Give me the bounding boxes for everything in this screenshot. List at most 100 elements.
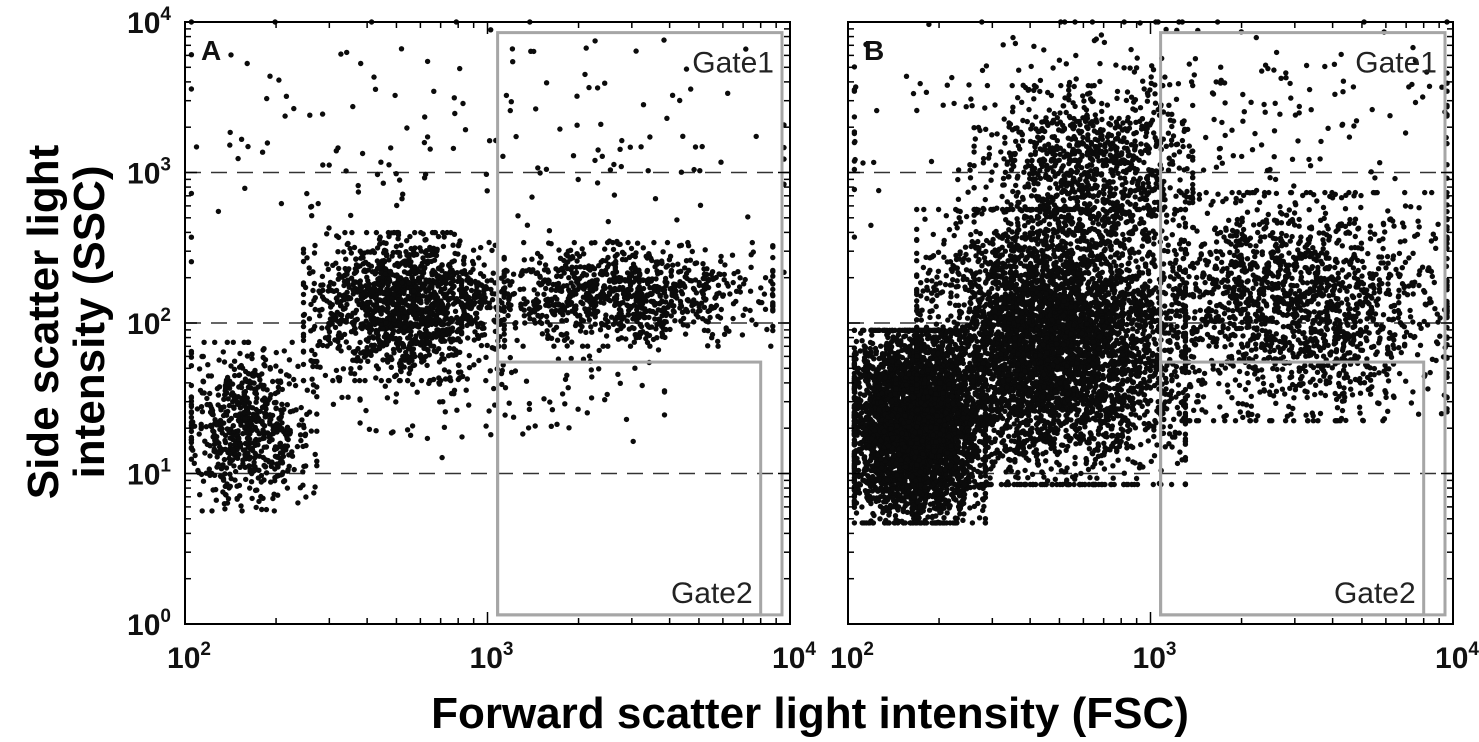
scatter-point [451,258,457,264]
scatter-point [515,213,521,219]
scatter-point [484,342,490,349]
scatter-point [548,241,554,247]
scatter-point [697,307,703,314]
scatter-point [214,385,221,392]
scatter-point [505,312,511,319]
scatter-point [718,258,724,265]
scatter-point [569,270,576,277]
scatter-point [188,456,195,462]
scatter-point [640,277,646,284]
scatter-point [464,277,470,283]
scatter-point [564,372,570,378]
scatter-point [310,287,316,294]
scatter-point [408,259,414,265]
scatter-point [591,272,597,278]
scatter-point [718,159,724,165]
scatter-point [348,212,354,219]
scatter-point [521,239,527,246]
scatter-point [188,382,195,389]
scatter-point [406,370,412,377]
scatter-point [695,314,701,320]
scatter-point [387,268,394,275]
scatter-point [490,270,496,276]
scatter-point [468,287,475,294]
scatter-point [291,466,297,473]
scatter-point [690,285,697,292]
scatter-point [370,334,376,340]
scatter-point [201,339,207,345]
scatter-point [207,453,213,459]
scatter-point [259,404,266,410]
scatter-point [228,415,234,422]
scatter-point [762,306,769,312]
scatter-point [260,385,266,391]
scatter-point [557,126,563,132]
scatter-point [273,363,279,369]
scatter-point [223,465,230,471]
scatter-point [501,322,507,329]
scatter-point [440,399,446,405]
scatter-point [770,303,776,309]
scatter-point [300,319,307,325]
scatter-point [261,477,267,483]
scatter-point [501,316,507,323]
scatter-point [364,300,370,306]
scatter-point [339,317,345,323]
scatter-point [693,260,700,266]
scatter-point [466,298,472,304]
scatter-point [219,446,225,452]
scatter-point [433,252,440,259]
scatter-point [507,107,513,114]
scatter-point [188,363,195,369]
scatter-point [439,301,446,308]
scatter-point [518,305,525,312]
scatter-point [697,168,703,174]
scatter-point [337,311,343,318]
scatter-point [761,291,768,297]
scatter-point [284,485,291,491]
scatter-point [702,247,708,253]
y-tick-label-4: 104 [127,4,171,40]
scatter-point [707,314,713,321]
scatter-point [331,288,337,294]
scatter-point [391,308,397,315]
scatter-point [677,298,684,305]
scatter-point [583,290,590,297]
scatter-point [207,390,213,397]
scatter-point [238,136,245,142]
scatter-point [430,267,436,274]
scatter-point [341,282,347,289]
scatter-point [664,239,671,246]
scatter-point [548,296,555,302]
scatter-point [558,266,564,273]
scatter-point [205,362,211,368]
scatter-point [399,196,405,202]
scatter-point [188,445,195,452]
scatter-point [476,255,482,261]
scatter-point [659,258,665,264]
scatter-point [510,291,516,297]
scatter-point [197,492,203,498]
scatter-point [384,280,390,286]
scatter-point [258,472,265,479]
scatter-point [325,266,331,272]
scatter-point [443,272,449,279]
scatter-point [655,271,661,277]
scatter-point [228,52,234,58]
scatter-point [450,242,456,248]
scatter-point [310,389,317,395]
scatter-point [384,395,391,401]
scatter-point [640,102,647,108]
scatter-point [339,293,346,299]
scatter-point [564,283,570,289]
scatter-point [357,301,363,307]
scatter-point [271,508,277,514]
scatter-point [574,251,580,257]
scatter-point [568,355,574,362]
scatter-point [319,306,325,313]
scatter-point [244,378,250,385]
scatter-point [702,297,709,303]
scatter-point [188,234,195,240]
scatter-point [308,203,315,210]
scatter-point [872,345,879,352]
